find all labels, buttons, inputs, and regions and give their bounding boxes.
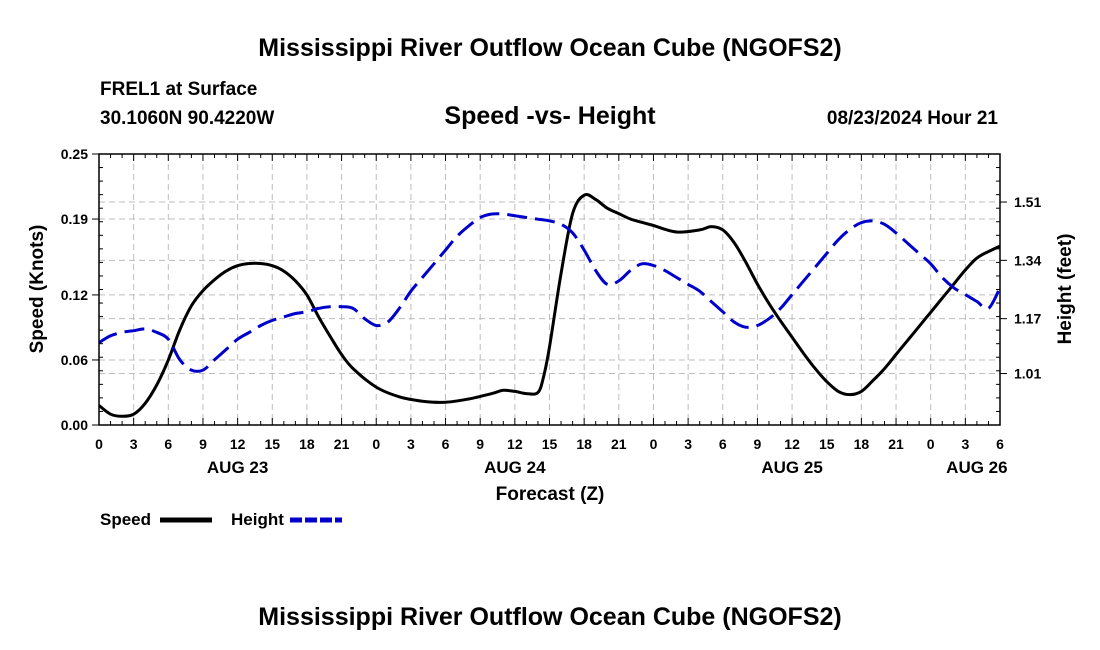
x-tick-label: 3 [961, 436, 969, 452]
x-date-label: AUG 23 [207, 458, 268, 477]
x-date-label: AUG 26 [946, 458, 1007, 477]
y-left-tick-label: 0.00 [61, 417, 88, 433]
x-tick-label: 21 [611, 436, 627, 452]
tick-layer [92, 153, 1007, 426]
legend: Speed Height [100, 510, 342, 529]
legend-speed-label: Speed [100, 510, 151, 529]
x-axis-title: Forecast (Z) [496, 484, 605, 505]
x-tick-label: 3 [130, 436, 138, 452]
x-tick-label: 0 [927, 436, 935, 452]
y-left-tick-label: 0.25 [61, 146, 88, 162]
x-tick-label: 3 [407, 436, 415, 452]
x-tick-label: 21 [888, 436, 904, 452]
datetime-label: 08/23/2024 Hour 21 [827, 108, 999, 129]
series-line-height [98, 212, 1002, 373]
coords-label: 30.1060N 90.4220W [100, 108, 274, 129]
y-right-tick-label: 1.34 [1014, 252, 1041, 268]
x-tick-label: 6 [164, 436, 172, 452]
x-tick-label: 6 [719, 436, 727, 452]
page-title-bottom: Mississippi River Outflow Ocean Cube (NG… [258, 603, 841, 631]
x-tick-label: 9 [754, 436, 762, 452]
x-tick-label: 9 [199, 436, 207, 452]
x-tick-label: 15 [542, 436, 558, 452]
y-axis-right-title: Height (feet) [1055, 234, 1076, 345]
x-tick-label: 3 [684, 436, 692, 452]
series-line-speed [98, 193, 1001, 418]
x-tick-label: 0 [650, 436, 658, 452]
plot-title: Speed -vs- Height [444, 102, 656, 130]
x-tick-label: 21 [334, 436, 350, 452]
y-axis-left-title: Speed (Knots) [27, 225, 48, 354]
x-tick-label: 15 [819, 436, 835, 452]
grid-layer [99, 154, 1000, 425]
x-date-label: AUG 24 [484, 458, 546, 477]
x-tick-label: 15 [264, 436, 280, 452]
x-tick-label: 9 [476, 436, 484, 452]
series-layer [98, 193, 1002, 418]
label-layer: 0 3 6 9 12 15 18 21 0 3 6 9 12 15 18 21 0 3 6 9 12 15 18 21 0 3 6 A… [61, 146, 1042, 477]
y-left-tick-label: 0.19 [61, 211, 88, 227]
y-right-tick-label: 1.01 [1014, 366, 1041, 382]
page-title-top: Mississippi River Outflow Ocean Cube (NG… [258, 34, 841, 62]
x-tick-label: 12 [784, 436, 800, 452]
x-tick-label: 6 [996, 436, 1004, 452]
y-left-tick-label: 0.12 [61, 287, 88, 303]
x-tick-label: 18 [854, 436, 870, 452]
x-tick-label: 12 [507, 436, 523, 452]
x-tick-label: 6 [442, 436, 450, 452]
x-tick-label: 0 [95, 436, 103, 452]
x-tick-label: 12 [230, 436, 246, 452]
x-tick-label: 18 [576, 436, 592, 452]
x-tick-label: 0 [372, 436, 380, 452]
legend-height-label: Height [231, 510, 284, 529]
x-tick-label: 18 [299, 436, 315, 452]
station-label: FREL1 at Surface [100, 79, 257, 100]
x-date-label: AUG 25 [761, 458, 822, 477]
y-right-tick-label: 1.17 [1014, 311, 1041, 327]
y-left-tick-label: 0.06 [61, 352, 88, 368]
y-right-tick-label: 1.51 [1014, 194, 1041, 210]
